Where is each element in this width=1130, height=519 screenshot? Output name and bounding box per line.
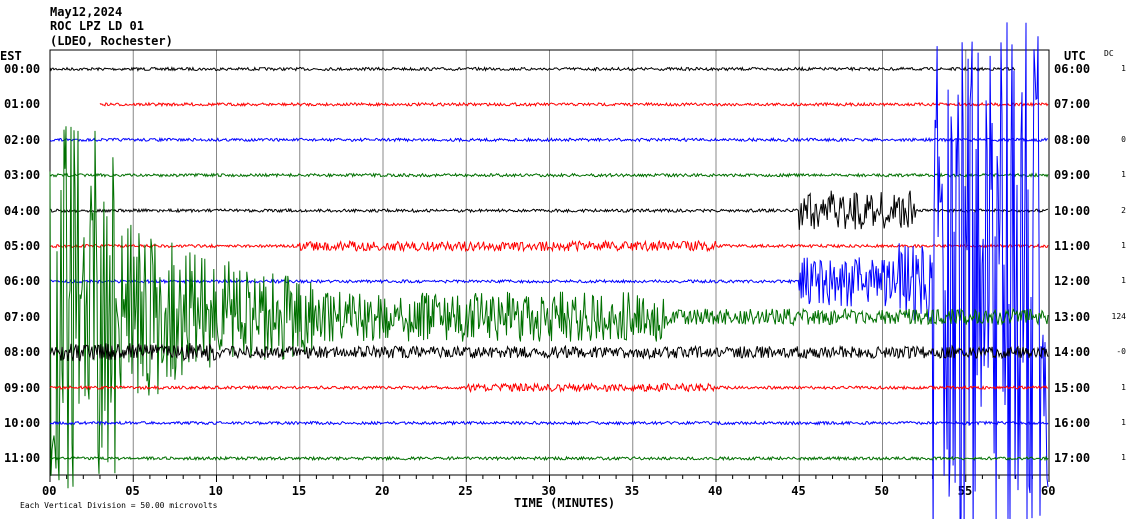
dc-value: 1 xyxy=(1121,276,1126,286)
utc-label: UTC xyxy=(1064,49,1086,63)
dc-value: 1 xyxy=(1121,64,1126,73)
x-tick-label: 50 xyxy=(874,484,889,498)
dc-label: DC xyxy=(1104,49,1114,58)
row-label-est: 09:00 xyxy=(4,380,41,395)
x-tick-label: 05 xyxy=(125,484,140,498)
dc-value: 0 xyxy=(1121,134,1126,144)
row-label-est: 06:00 xyxy=(4,274,41,289)
title-date: May12,2024 xyxy=(50,5,123,19)
row-label-utc: 10:00 xyxy=(1054,203,1091,218)
row-label-est: 05:00 xyxy=(4,239,41,253)
x-tick-label: 00 xyxy=(42,484,57,498)
x-tick-label: 10 xyxy=(208,484,223,498)
title-station: ROC LPZ LD 01 xyxy=(50,19,144,33)
trace-0200 xyxy=(49,136,1049,143)
dc-value: -0 xyxy=(1116,347,1126,357)
row-label-utc: 17:00 xyxy=(1054,451,1091,466)
x-tick-label: 25 xyxy=(458,484,473,498)
est-label: EST xyxy=(0,49,22,63)
scale-note: Each Vertical Division = 50.00 microvolt… xyxy=(20,501,218,510)
trace-0100 xyxy=(99,101,1049,108)
dc-value: 1 xyxy=(1121,453,1126,463)
title-location: (LDEO, Rochester) xyxy=(50,34,173,48)
trace-0800 xyxy=(49,342,1049,362)
row-label-est: 04:00 xyxy=(4,203,41,218)
trace-1100 xyxy=(49,455,1049,462)
x-tick-label: 45 xyxy=(791,484,806,498)
x-tick-label: 15 xyxy=(291,484,307,498)
trace-0300 xyxy=(49,172,1049,179)
row-label-utc: 15:00 xyxy=(1054,380,1091,395)
row-label-est: 03:00 xyxy=(4,168,41,183)
trace-1000 xyxy=(49,420,1049,426)
trace-0500 xyxy=(49,239,1049,253)
row-label-est: 11:00 xyxy=(4,451,41,466)
dc-value: 1 xyxy=(1121,170,1126,180)
row-label-est: 01:00 xyxy=(4,97,41,112)
row-label-est: 00:00 xyxy=(4,62,41,76)
x-tick-label: 35 xyxy=(624,484,640,498)
trace-0700 xyxy=(49,126,1049,489)
trace-0000 xyxy=(49,65,1016,72)
x-tick-label: 30 xyxy=(541,484,556,498)
dc-value: 124 xyxy=(1111,311,1126,321)
row-label-est: 07:00 xyxy=(4,309,41,324)
trace-0600 xyxy=(49,22,1049,519)
x-tick-label: 40 xyxy=(708,484,723,498)
row-label-est: 02:00 xyxy=(4,132,41,147)
dc-value: 1 xyxy=(1121,241,1126,250)
row-label-utc: 13:00 xyxy=(1054,309,1091,324)
row-label-est: 08:00 xyxy=(4,345,41,360)
row-label-utc: 12:00 xyxy=(1054,274,1091,289)
row-label-utc: 11:00 xyxy=(1054,239,1091,253)
dc-value: 2 xyxy=(1121,205,1126,215)
row-label-utc: 16:00 xyxy=(1054,416,1091,430)
trace-0900 xyxy=(49,382,1048,394)
row-label-utc: 14:00 xyxy=(1054,345,1091,360)
x-tick-label: 60 xyxy=(1041,484,1056,498)
dc-value: 1 xyxy=(1121,382,1126,392)
dc-value: 1 xyxy=(1121,418,1126,427)
row-label-utc: 06:00 xyxy=(1054,62,1091,76)
row-label-utc: 07:00 xyxy=(1054,97,1091,112)
x-axis-label: TIME (MINUTES) xyxy=(514,496,616,510)
row-label-utc: 08:00 xyxy=(1054,132,1091,147)
x-tick-label: 20 xyxy=(375,484,390,498)
row-label-est: 10:00 xyxy=(4,416,41,430)
row-label-utc: 09:00 xyxy=(1054,168,1091,183)
trace-0400 xyxy=(49,190,1049,230)
